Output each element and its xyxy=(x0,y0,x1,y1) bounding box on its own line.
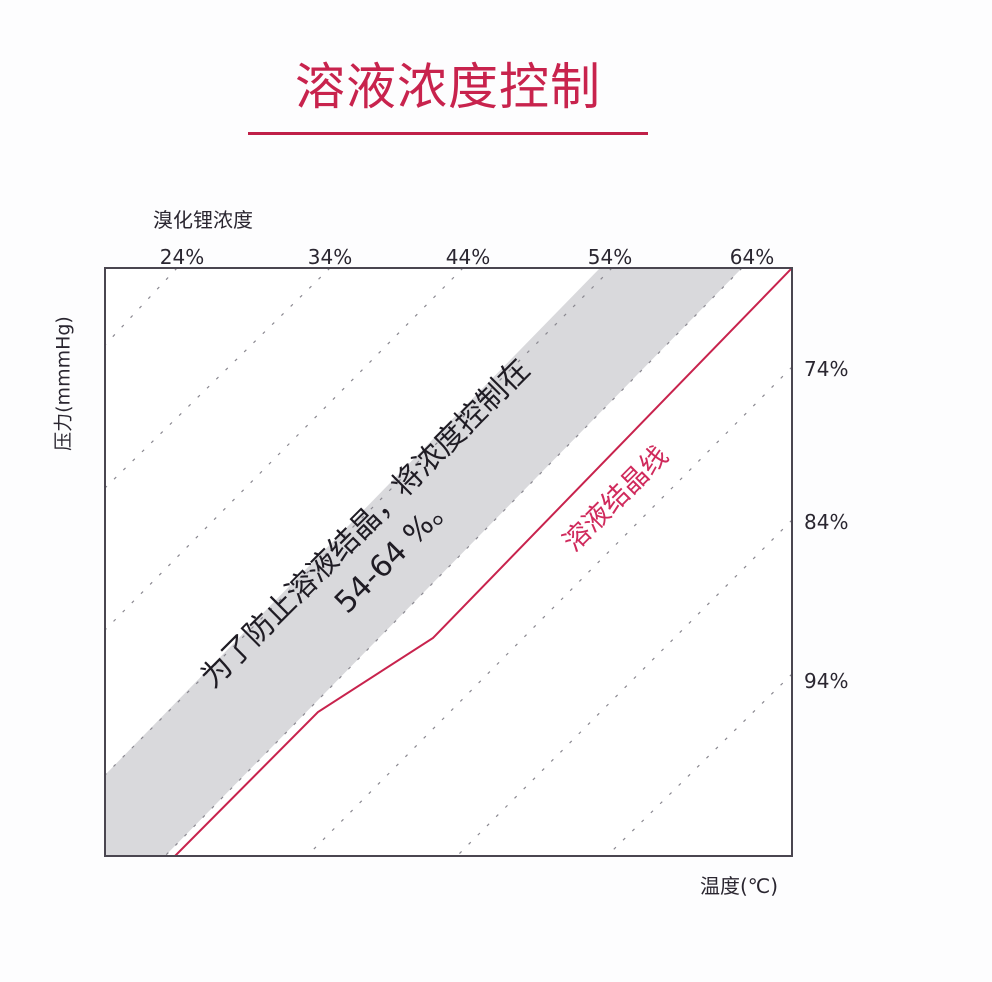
iso-line-24 xyxy=(105,268,178,346)
top-tick-24: 24% xyxy=(159,245,205,269)
right-tick-74: 74% xyxy=(804,357,849,381)
iso-line-54 xyxy=(105,268,613,776)
plot-frame xyxy=(104,267,793,857)
top-tick-34: 34% xyxy=(307,245,353,269)
right-tick-94: 94% xyxy=(804,669,849,693)
iso-concentration-lines xyxy=(105,268,792,856)
chart-title: 溶液浓度控制 xyxy=(295,58,601,116)
control-band xyxy=(105,268,742,856)
x-axis-label: 温度(℃) xyxy=(700,874,779,898)
iso-line-84 xyxy=(456,519,792,856)
top-tick-54: 54% xyxy=(587,245,633,269)
iso-line-74 xyxy=(306,366,792,856)
right-tick-84: 84% xyxy=(804,510,849,534)
top-axis-label: 溴化锂浓度 xyxy=(153,208,253,232)
iso-line-34 xyxy=(105,268,331,489)
crystallization-line xyxy=(174,268,792,856)
top-tick-44: 44% xyxy=(445,245,491,269)
top-tick-64: 64% xyxy=(729,245,775,269)
title-underline xyxy=(248,132,648,135)
